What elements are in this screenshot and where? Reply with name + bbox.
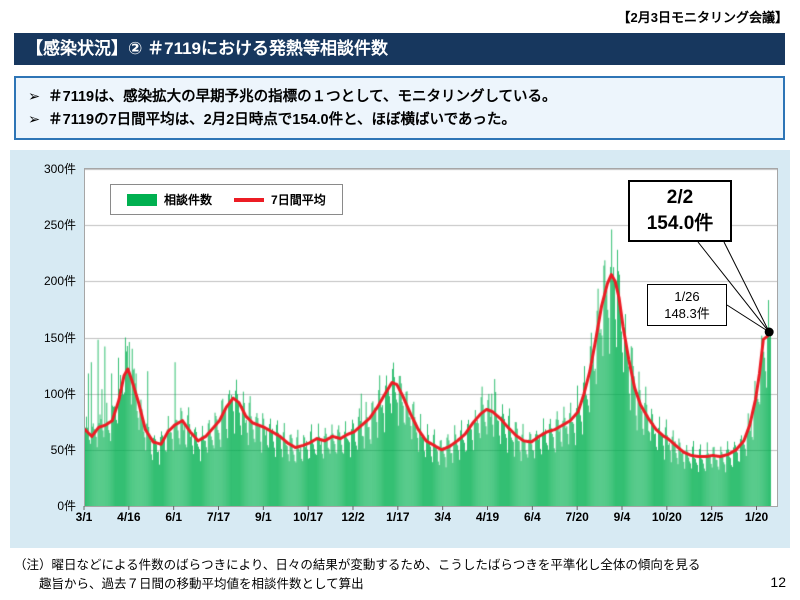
y-axis-label: 300件 [43,162,76,176]
chart-panel: 相談件数 7日間平均 2/2 154.0件 1/26 148.3件 0件 50件 10… [10,150,790,548]
legend: 相談件数 7日間平均 [110,184,343,215]
y-axis-label: 200件 [43,274,76,289]
meeting-label: 【2月3日モニタリング会議】 [617,10,788,25]
x-axis-label: 12/2 [341,510,365,524]
y-axis-label: 100件 [43,386,76,401]
x-axis-label: 1/20 [744,510,769,524]
annotation-value: 148.3件 [664,306,710,321]
x-axis-label: 1/17 [386,510,410,524]
x-axis-label: 10/20 [651,510,682,524]
footnote: （注）曜日などによる件数のばらつきにより、日々の結果が変動するため、こうしたばら… [14,556,700,594]
bullet-text: ＃7119は、感染拡大の早期予兆の指標の１つとして、モニタリングしている。 [48,88,557,105]
page-title: 【感染状況】② ＃7119における発熱等相談件数 [14,33,785,65]
x-axis-label: 12/5 [699,510,724,524]
x-axis-label: 3/1 [75,510,93,524]
x-axis-label: 9/4 [613,510,631,524]
x-axis-label: 6/4 [523,510,541,524]
legend-item: 7日間平均 [234,191,326,208]
legend-item: 相談件数 [127,191,212,208]
bullet-item: ➢ ＃7119は、感染拡大の早期予兆の指標の１つとして、モニタリングしている。 [26,86,773,108]
y-axis-label: 50件 [50,442,76,457]
annotation-value: 154.0件 [646,213,714,234]
y-axis-label: 150件 [43,330,76,345]
bullet-text: ＃7119の7日間平均は、2月2日時点で154.0件と、ほぼ横ばいであった。 [48,111,516,128]
x-axis-label: 7/20 [565,510,589,524]
page-number: 12 [770,574,786,590]
y-axis-label: 0件 [57,499,76,513]
annotation-date: 1/26 [674,289,700,304]
x-axis-label: 7/17 [206,510,231,524]
legend-label: 相談件数 [164,193,213,207]
x-axis-label: 3/4 [434,510,451,524]
bullet-arrow-icon: ➢ [28,88,41,105]
footnote-line: 趣旨から、過去７日間の移動平均値を相談件数として算出 [39,577,364,591]
annotation-latest: 2/2 154.0件 [628,180,732,242]
bullet-item: ➢ ＃7119の7日間平均は、2月2日時点で154.0件と、ほぼ横ばいであった。 [26,109,773,131]
bullet-arrow-icon: ➢ [28,111,41,128]
y-axis-label: 250件 [43,218,76,233]
legend-line-swatch-icon [234,197,265,202]
annotation-prev: 1/26 148.3件 [647,284,727,326]
x-axis-label: 6/1 [165,510,182,524]
summary-box: ➢ ＃7119は、感染拡大の早期予兆の指標の１つとして、モニタリングしている。 … [14,76,785,140]
x-axis-label: 9/1 [254,510,272,524]
x-axis-label: 10/17 [293,510,324,524]
x-axis-label: 4/16 [117,510,141,524]
x-axis-label: 4/19 [475,510,500,524]
legend-bar-swatch-icon [127,193,157,206]
legend-label: 7日間平均 [271,193,326,207]
annotation-date: 2/2 [666,187,694,208]
footnote-line: （注）曜日などによる件数のばらつきにより、日々の結果が変動するため、こうしたばら… [14,558,701,572]
